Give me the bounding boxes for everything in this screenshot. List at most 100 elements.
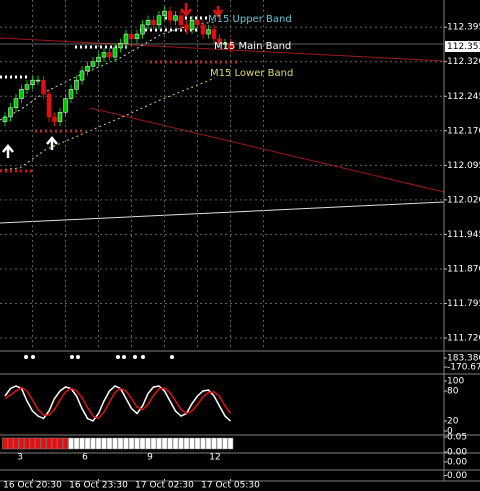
y-tick-label: 183.380 bbox=[447, 353, 480, 363]
sell-arrow bbox=[212, 6, 224, 19]
candle-body bbox=[178, 15, 184, 26]
candle-body bbox=[162, 10, 167, 16]
candle-body bbox=[57, 112, 63, 122]
candle-body bbox=[140, 24, 145, 35]
candle-body bbox=[211, 29, 217, 39]
block bbox=[46, 437, 52, 450]
block bbox=[18, 437, 25, 450]
candle-body bbox=[52, 116, 57, 122]
x-tick-label: 16 Oct 20:30 bbox=[3, 481, 62, 491]
trend-line bbox=[0, 37, 445, 62]
oscillator-line bbox=[4, 385, 232, 422]
candle-body bbox=[96, 56, 101, 62]
candle-body bbox=[156, 15, 162, 26]
y-tick-label: 112.245 bbox=[447, 92, 480, 102]
candle-body bbox=[184, 24, 189, 30]
y-tick-label: 0.00 bbox=[447, 448, 467, 458]
block bbox=[134, 437, 140, 450]
y-tick-label: 100 bbox=[447, 377, 464, 387]
candle-body bbox=[63, 98, 68, 113]
block bbox=[106, 437, 113, 450]
dot bbox=[31, 355, 35, 359]
block bbox=[79, 437, 85, 450]
y-tick-label: 0 bbox=[447, 427, 453, 437]
block bbox=[189, 437, 195, 450]
block-label: 12 bbox=[209, 453, 220, 463]
candle-body bbox=[35, 79, 41, 82]
block bbox=[145, 437, 151, 450]
block bbox=[40, 437, 47, 450]
candle-body bbox=[228, 43, 233, 49]
y-tick-label: 112.095 bbox=[447, 161, 480, 171]
block bbox=[161, 437, 168, 450]
candle-body bbox=[90, 61, 96, 67]
y-tick-label: 111.720 bbox=[447, 334, 480, 344]
x-tick-label: 17 Oct 02:30 bbox=[135, 481, 194, 491]
block bbox=[51, 437, 58, 450]
dot bbox=[116, 355, 120, 359]
block bbox=[172, 437, 179, 450]
candle-body bbox=[79, 70, 85, 81]
block bbox=[128, 437, 135, 450]
block bbox=[7, 437, 14, 450]
block-label: 6 bbox=[82, 453, 88, 463]
candle-body bbox=[68, 89, 74, 99]
dot bbox=[133, 355, 137, 359]
block-label: 3 bbox=[17, 453, 23, 463]
candle-body bbox=[46, 93, 52, 118]
lower-band bbox=[0, 77, 216, 171]
block bbox=[222, 437, 228, 450]
candle-body bbox=[200, 24, 206, 35]
block bbox=[95, 437, 102, 450]
oscillator-line bbox=[4, 386, 232, 420]
candle-body bbox=[19, 89, 24, 99]
candle-body bbox=[30, 79, 35, 85]
candle-body bbox=[129, 33, 134, 39]
band-label: M15 Upper Band bbox=[208, 14, 292, 25]
candle-body bbox=[195, 20, 200, 26]
candle-body bbox=[173, 15, 178, 21]
block bbox=[117, 437, 124, 450]
current-price-label: 112.353 bbox=[447, 42, 480, 52]
candle-body bbox=[41, 79, 46, 95]
y-tick-label: 112.170 bbox=[447, 126, 480, 136]
current-price-box bbox=[445, 41, 480, 53]
block-label: 9 bbox=[147, 453, 153, 463]
candle-body bbox=[85, 66, 90, 72]
y-tick-label: 80 bbox=[447, 387, 459, 397]
candle-body bbox=[222, 43, 228, 45]
dot bbox=[70, 355, 74, 359]
block bbox=[29, 437, 36, 450]
candle-body bbox=[8, 107, 13, 118]
x-tick-label: 16 Oct 23:30 bbox=[69, 481, 128, 491]
block bbox=[150, 437, 157, 450]
block bbox=[139, 437, 146, 450]
indicator-dots bbox=[24, 355, 174, 359]
candle-body bbox=[2, 116, 8, 122]
block bbox=[200, 437, 206, 450]
trend-line bbox=[0, 201, 445, 224]
block bbox=[84, 437, 91, 450]
buy-arrow bbox=[46, 136, 58, 150]
block bbox=[57, 437, 63, 450]
block bbox=[205, 437, 212, 450]
band-label: M15 Main Band bbox=[214, 41, 291, 52]
dot bbox=[76, 355, 80, 359]
block bbox=[123, 437, 129, 450]
y-tick-label: 0.05 bbox=[447, 433, 467, 443]
candle-body bbox=[112, 47, 118, 58]
y-tick-label: 111.945 bbox=[447, 230, 480, 240]
candle-body bbox=[24, 84, 30, 90]
candle-body bbox=[101, 52, 107, 58]
dot bbox=[24, 355, 28, 359]
y-tick-label: 20 bbox=[447, 417, 459, 427]
y-tick-label: -170.670 bbox=[447, 363, 480, 373]
block bbox=[24, 437, 30, 450]
block bbox=[194, 437, 201, 450]
candle-body bbox=[206, 29, 211, 35]
block bbox=[112, 437, 118, 450]
block bbox=[35, 437, 41, 450]
block bbox=[2, 437, 8, 450]
